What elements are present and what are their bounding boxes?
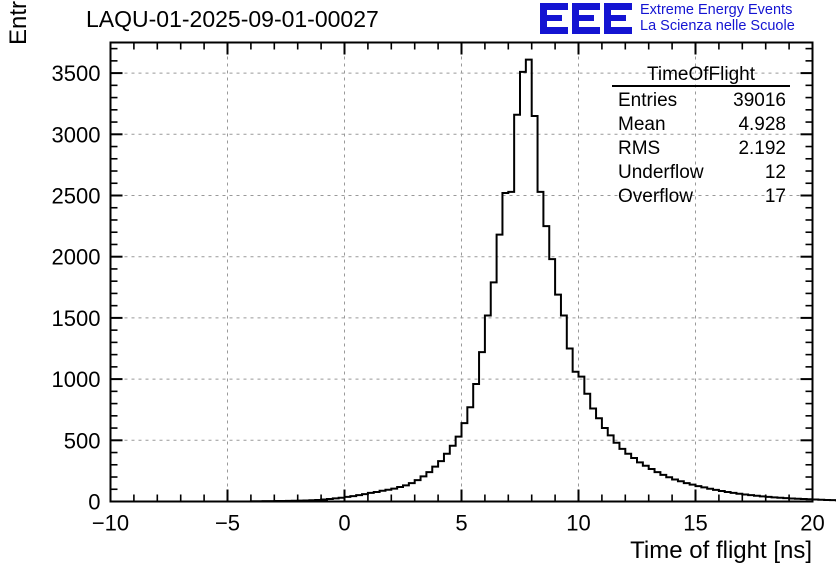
- x-tick-label: 0: [338, 511, 350, 536]
- histogram-curve: [110, 58, 836, 503]
- stats-row-value: 12: [765, 162, 786, 183]
- y-axis-tick-labels: 0 500 1000 1500 2000 2500 3000 3500: [52, 61, 101, 514]
- axis-ticks: [109, 42, 814, 503]
- eee-logo-text: Extreme Energy Events La Scienza nelle S…: [640, 2, 795, 34]
- stats-row-label: Overflow: [618, 186, 693, 207]
- y-tick-label: 500: [64, 428, 101, 453]
- y-tick-label: 2000: [52, 245, 101, 270]
- y-tick-label: 3500: [52, 61, 101, 86]
- y-tick-label: 3000: [52, 122, 101, 147]
- x-tick-label: 20: [800, 511, 824, 536]
- eee-logo-mark: [540, 3, 632, 34]
- y-axis-title: Entries/bin: [5, 0, 32, 45]
- histogram-outline: [110, 58, 836, 503]
- stats-title: TimeOfFlight: [647, 64, 756, 85]
- x-tick-label: 5: [455, 511, 467, 536]
- x-tick-label: 10: [566, 511, 590, 536]
- y-tick-label: 1500: [52, 306, 101, 331]
- stats-row-value: 2.192: [738, 138, 786, 159]
- stats-row-value: 4.928: [738, 114, 786, 135]
- grid-layer: [110, 42, 813, 502]
- stats-row-label: RMS: [618, 138, 660, 159]
- y-tick-label: 0: [88, 490, 100, 515]
- x-axis-title: Time of flight [ns]: [630, 537, 812, 564]
- eee-logo: Extreme Energy Events La Scienza nelle S…: [540, 2, 795, 36]
- x-tick-label: −10: [92, 511, 129, 536]
- eee-logo-line2: La Scienza nelle Scuole: [640, 17, 795, 34]
- stats-row-label: Entries: [618, 90, 677, 111]
- eee-logo-line1: Extreme Energy Events: [640, 2, 793, 18]
- stats-row-value: 17: [765, 186, 786, 207]
- stats-row-label: Underflow: [618, 162, 704, 183]
- stats-row-label: Mean: [618, 114, 666, 135]
- y-tick-label: 2500: [52, 184, 101, 209]
- x-axis-tick-labels: −10 −5 0 5 10 15 20: [92, 511, 825, 536]
- page-title: LAQU-01-2025-09-01-00027: [86, 6, 379, 32]
- stats-row-value: 39016: [733, 90, 786, 111]
- y-tick-label: 1000: [52, 367, 101, 392]
- stats-box: TimeOfFlight Entries 39016 Mean 4.928 RMS 2.19…: [612, 64, 790, 207]
- x-tick-label: 15: [683, 511, 707, 536]
- x-tick-label: −5: [215, 511, 240, 536]
